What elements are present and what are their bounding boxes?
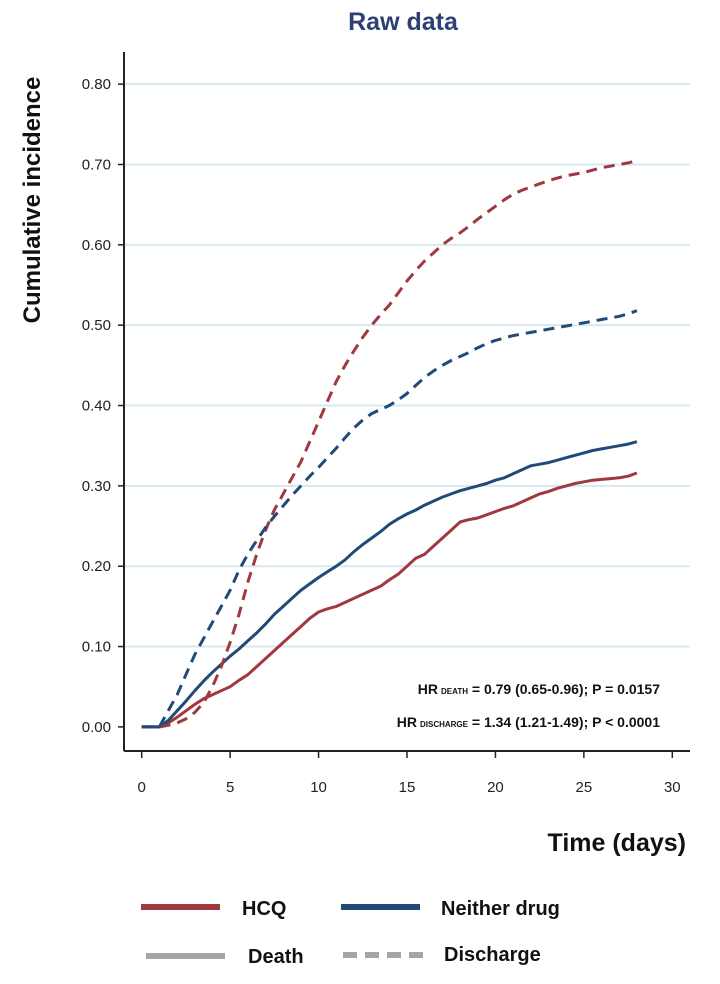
x-ticks: 0 5 10 15 20 25 30 xyxy=(138,751,681,796)
legend: HCQ Neither drug Death Discharge xyxy=(141,898,560,968)
annotation-hr-discharge: HR DISCHARGE = 1.34 (1.21-1.49); P < 0.00… xyxy=(397,714,660,730)
annotation-hr-death-text: = 0.79 (0.65-0.96); P = 0.0157 xyxy=(468,681,660,697)
x-tick-label: 5 xyxy=(226,779,234,796)
annotation-hr-discharge-prefix: HR xyxy=(397,714,417,730)
x-tick-label: 10 xyxy=(310,779,327,796)
y-tick-label: 0.70 xyxy=(82,156,111,173)
annotation-hr-discharge-sub: DISCHARGE xyxy=(420,720,469,729)
chart-title: Raw data xyxy=(348,8,459,36)
legend-label-hcq: HCQ xyxy=(242,898,286,920)
y-tick-label: 0.80 xyxy=(82,76,111,93)
series-neither-drug-discharge xyxy=(141,309,638,729)
annotation-hr-death-sub: DEATH xyxy=(441,687,468,696)
x-axis-label: Time (days) xyxy=(548,829,686,857)
y-tick-label: 0.30 xyxy=(82,478,111,495)
y-axis-label: Cumulative incidence xyxy=(19,77,46,324)
x-tick-label: 0 xyxy=(138,779,146,796)
x-tick-label: 15 xyxy=(399,779,416,796)
annotation-hr-discharge-text: = 1.34 (1.21-1.49); P < 0.0001 xyxy=(468,714,660,730)
series-lines xyxy=(141,159,638,729)
y-tick-label: 0.50 xyxy=(82,317,111,334)
y-tick-label: 0.00 xyxy=(82,719,111,736)
series-hcq-death xyxy=(141,471,638,729)
grid-lines xyxy=(124,83,690,648)
y-tick-label: 0.60 xyxy=(82,237,111,254)
y-tick-label: 0.10 xyxy=(82,639,111,656)
legend-label-discharge: Discharge xyxy=(444,944,541,966)
series-hcq-discharge xyxy=(141,159,638,729)
y-ticks: 0.00 0.10 0.20 0.30 0.40 0.50 0.60 0.70 0.80 xyxy=(82,76,124,736)
y-tick-label: 0.40 xyxy=(82,398,111,415)
legend-label-neither-drug: Neither drug xyxy=(441,898,560,920)
x-tick-label: 20 xyxy=(487,779,504,796)
y-tick-label: 0.20 xyxy=(82,558,111,575)
x-tick-label: 25 xyxy=(576,779,593,796)
annotation-hr-death-prefix: HR xyxy=(418,681,438,697)
annotation-hr-death: HR DEATH = 0.79 (0.65-0.96); P = 0.0157 xyxy=(418,681,660,697)
legend-label-death: Death xyxy=(248,946,304,968)
x-tick-label: 30 xyxy=(664,779,681,796)
series-neither-drug-death xyxy=(141,440,638,729)
